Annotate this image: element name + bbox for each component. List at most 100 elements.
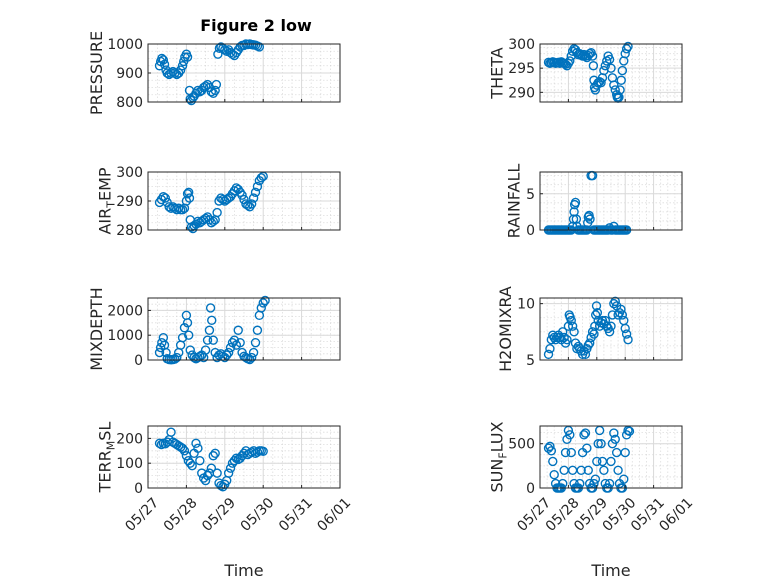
data-point: [610, 296, 620, 307]
y-tick-label: 300: [116, 165, 143, 181]
data-point: [583, 465, 593, 475]
data-point: [576, 465, 586, 475]
data-point: [185, 345, 195, 355]
axes-frame: [147, 297, 341, 361]
data-point: [609, 80, 619, 90]
data-point: [211, 79, 222, 90]
y-tick-label: 200: [116, 431, 143, 447]
y-axis-label-main: RAINFALL: [505, 164, 524, 239]
data-point: [246, 199, 257, 209]
data-point: [575, 48, 585, 59]
data-point: [157, 337, 167, 348]
data-point: [592, 456, 602, 467]
data-point: [254, 42, 265, 52]
data-point: [208, 451, 218, 461]
data-point: [258, 298, 268, 308]
y-axis-label-subscript: F: [497, 452, 510, 458]
data-point: [179, 323, 190, 333]
axes-frame: [539, 171, 683, 231]
data-point: [585, 48, 595, 59]
y-axis-label: THETA: [488, 47, 507, 99]
data-point: [175, 65, 186, 75]
data-point: [600, 61, 611, 71]
axes-frame: [539, 297, 683, 361]
data-point: [172, 352, 182, 363]
y-axis-label-main: THETA: [488, 47, 507, 99]
x-tick-label: 06/01: [314, 495, 354, 535]
data-point: [546, 335, 557, 345]
data-point: [620, 447, 630, 458]
y-tick-label: 1000: [107, 37, 143, 53]
data-point: [206, 463, 217, 473]
data-point: [252, 325, 263, 335]
data-point: [223, 347, 234, 358]
y-axis-label: MIXDEPTH: [87, 287, 106, 370]
y-axis-label: TERRMSL: [96, 422, 118, 494]
y-tick-label: 5: [526, 353, 535, 369]
y-tick-label: 5: [526, 187, 535, 203]
y-tick-label: 1000: [107, 328, 143, 344]
data-point: [200, 475, 211, 486]
data-point: [157, 53, 167, 64]
data-point: [570, 197, 581, 208]
x-tick-label: 05/31: [276, 495, 316, 535]
axes-frame: [539, 425, 683, 489]
data-point: [184, 330, 194, 340]
y-tick-label: 300: [508, 37, 535, 53]
data-point: [580, 428, 591, 438]
data-point: [156, 439, 167, 450]
y-axis-label: SUNFLUX: [488, 421, 510, 492]
data-point: [200, 345, 211, 355]
data-point: [588, 61, 599, 71]
data-point: [590, 310, 601, 320]
data-point: [616, 75, 626, 85]
y-tick-label: 10: [517, 297, 535, 313]
y-axis-label-subscript: M: [105, 441, 118, 451]
data-point: [225, 463, 236, 473]
data-point: [229, 335, 240, 345]
data-point: [546, 446, 557, 456]
data-point: [160, 193, 170, 203]
data-point: [187, 460, 197, 471]
y-axis-label-main: MIXDEPTH: [87, 287, 106, 370]
data-point: [204, 325, 215, 335]
data-point: [233, 325, 243, 335]
data-point: [250, 187, 261, 198]
x-tick-label: 05/28: [161, 495, 201, 535]
plot-area: [540, 298, 682, 360]
y-tick-label: 0: [134, 353, 143, 369]
y-axis-label-subscript: T: [105, 201, 118, 209]
data-point: [549, 470, 559, 480]
data-point: [620, 323, 630, 334]
data-point: [256, 173, 266, 183]
y-tick-label: 900: [116, 66, 143, 82]
data-point: [208, 216, 218, 227]
data-point: [222, 350, 232, 360]
data-point: [193, 85, 203, 96]
data-point: [593, 439, 603, 449]
data-point: [154, 347, 165, 358]
data-point: [248, 193, 259, 203]
data-point: [159, 59, 170, 70]
data-point: [585, 214, 595, 224]
data-point: [177, 332, 188, 343]
data-point: [590, 474, 601, 484]
data-point: [256, 303, 266, 313]
y-axis-label-main: SUN: [488, 459, 507, 493]
data-point: [252, 447, 263, 457]
axes-frame: [539, 43, 683, 103]
data-point: [619, 474, 629, 484]
data-point: [562, 335, 572, 345]
data-point: [225, 342, 236, 353]
data-point: [571, 214, 582, 224]
data-point: [220, 45, 230, 55]
data-point: [599, 465, 609, 475]
y-axis-label-tail: SL: [96, 422, 115, 441]
data-point: [566, 315, 576, 326]
